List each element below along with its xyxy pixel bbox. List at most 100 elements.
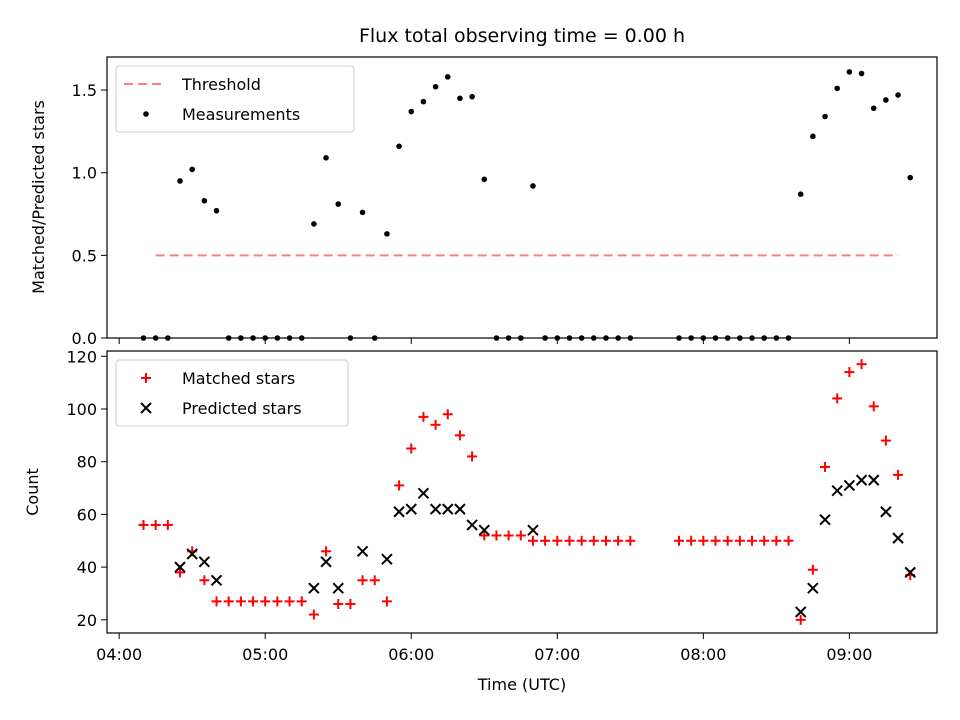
matched-star-point bbox=[138, 519, 149, 530]
predicted-star-point bbox=[478, 524, 490, 536]
matched-star-point bbox=[467, 451, 478, 462]
predicted-star-point bbox=[904, 566, 916, 579]
legend-box bbox=[115, 359, 349, 427]
y-tick-label: 0.0 bbox=[72, 329, 97, 348]
measurement-point bbox=[311, 221, 317, 227]
matched-star-point bbox=[613, 535, 624, 546]
matched-star-point bbox=[771, 535, 782, 546]
measurement-point bbox=[554, 335, 561, 341]
y-tick-label: 1.0 bbox=[72, 164, 97, 183]
measurement-point bbox=[542, 335, 548, 341]
matched-star-point bbox=[333, 599, 344, 610]
matched-star-point bbox=[844, 367, 855, 378]
x-stroke-2 bbox=[527, 524, 539, 536]
measurement-point bbox=[469, 93, 475, 100]
predicted-star-point bbox=[417, 487, 430, 500]
measurement-point bbox=[749, 335, 755, 341]
x-tick-label: 05:00 bbox=[242, 645, 288, 664]
matched-star-point bbox=[503, 530, 514, 541]
legend-measurement-swatch bbox=[143, 111, 149, 117]
measurement-point bbox=[907, 174, 914, 181]
x-stroke-2 bbox=[405, 503, 417, 515]
matched-star-point bbox=[321, 546, 332, 557]
matched-star-point bbox=[868, 401, 879, 412]
predicted-star-point bbox=[843, 479, 856, 492]
y-tick-label: 0.5 bbox=[72, 246, 97, 265]
measurement-point bbox=[505, 335, 512, 341]
x-stroke-2 bbox=[831, 484, 843, 497]
measurement-point bbox=[591, 335, 597, 341]
measurement-point bbox=[274, 335, 281, 341]
legend-label: Predicted stars bbox=[182, 399, 302, 418]
measurement-point bbox=[457, 95, 463, 102]
x-stroke-2 bbox=[868, 474, 880, 486]
predicted-star-point bbox=[308, 582, 320, 594]
measurement-point bbox=[384, 231, 390, 237]
measurement-point bbox=[870, 105, 877, 112]
predicted-star-point bbox=[807, 582, 819, 594]
x-tick-label: 06:00 bbox=[388, 645, 434, 664]
predicted-star-point bbox=[332, 582, 344, 594]
x-stroke-2 bbox=[904, 566, 916, 579]
matched-star-point bbox=[747, 535, 758, 546]
x-stroke-2 bbox=[892, 532, 904, 544]
bottom-panel-frame bbox=[106, 350, 938, 634]
x-stroke-2 bbox=[332, 582, 344, 594]
measurement-point bbox=[517, 335, 524, 341]
matched-star-point bbox=[345, 599, 356, 610]
measurement-point bbox=[846, 69, 853, 75]
measurement-point bbox=[177, 178, 183, 184]
measurement-point bbox=[335, 201, 342, 207]
predicted-star-point bbox=[466, 519, 478, 531]
predicted-star-point bbox=[198, 556, 211, 568]
measurement-point bbox=[238, 335, 244, 341]
matched-star-point bbox=[698, 535, 709, 546]
predicted-star-point bbox=[794, 606, 807, 618]
y-tick-label: 60 bbox=[77, 505, 97, 524]
matched-star-point bbox=[795, 614, 806, 625]
bottom-y-axis-label: Count bbox=[23, 468, 42, 516]
y-tick-label: 40 bbox=[77, 558, 97, 577]
legend: Matched stars Predicted stars bbox=[115, 359, 349, 427]
y-tick-label: 80 bbox=[77, 453, 97, 472]
measurement-point bbox=[530, 183, 536, 189]
measurement-point bbox=[152, 335, 159, 341]
x-stroke-2 bbox=[880, 506, 892, 518]
y-tick-label: 120 bbox=[66, 347, 97, 366]
x-stroke-2 bbox=[320, 556, 332, 568]
measurement-point bbox=[347, 335, 354, 341]
matched-star-point bbox=[832, 393, 843, 404]
matched-star-point bbox=[248, 596, 259, 607]
x-stroke-2 bbox=[442, 503, 454, 515]
measurement-point bbox=[286, 335, 293, 341]
predicted-star-point bbox=[831, 484, 843, 497]
matched-star-point bbox=[880, 435, 891, 446]
matched-star-point bbox=[820, 461, 831, 472]
x-stroke-2 bbox=[140, 402, 152, 414]
x-stroke-2 bbox=[186, 548, 198, 560]
x-stroke-2 bbox=[454, 503, 466, 515]
matched-star-point bbox=[260, 596, 271, 607]
matched-star-point bbox=[552, 535, 563, 546]
x-stroke-2 bbox=[356, 545, 369, 558]
predicted-star-point bbox=[405, 503, 417, 515]
matched-star-point bbox=[479, 530, 490, 541]
measurement-point bbox=[493, 335, 500, 341]
measurement-point bbox=[371, 335, 378, 341]
measurement-point bbox=[627, 335, 634, 341]
measurement-point bbox=[165, 335, 171, 341]
x-stroke-2 bbox=[807, 582, 819, 594]
matched-star-point bbox=[235, 596, 246, 607]
predicted-star-point bbox=[868, 474, 880, 486]
measurement-point bbox=[724, 335, 731, 341]
matched-star-point bbox=[199, 575, 210, 586]
matched-star-point bbox=[625, 535, 636, 546]
top-panel: 0.0 0.5 1.0 1.5 Threshold Measurements bbox=[72, 56, 938, 348]
x-stroke-2 bbox=[855, 474, 868, 486]
measurement-point bbox=[688, 335, 694, 341]
matched-star-point bbox=[162, 519, 173, 530]
x-tick-label: 07:00 bbox=[534, 645, 580, 664]
y-tick-label: 100 bbox=[66, 400, 97, 419]
bottom-panel: 20 40 60 80 100 120 04:00 05:00 06:00 07:00 08:00 0… bbox=[66, 347, 938, 664]
